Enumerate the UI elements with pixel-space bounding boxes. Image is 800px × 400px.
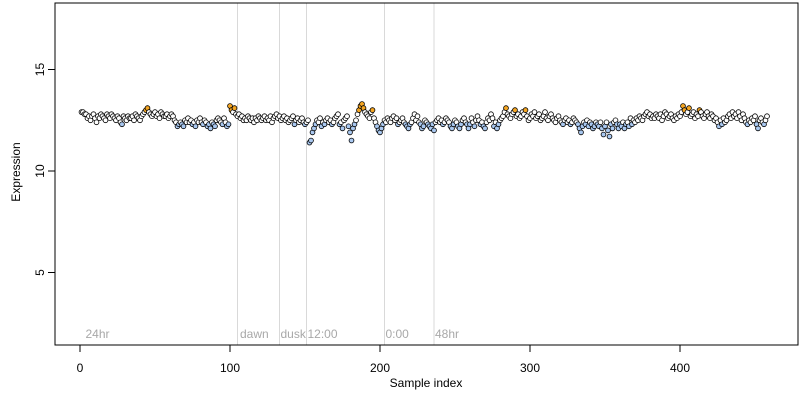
x-axis-title: Sample index (390, 376, 463, 390)
annotation-label: 0:00 (386, 327, 410, 341)
data-point (335, 111, 341, 117)
x-axis: 0 100 200 300 400 (77, 344, 690, 375)
data-point (605, 127, 611, 134)
data-point (347, 129, 353, 136)
x-tick-label: 0 (77, 361, 84, 375)
data-point (180, 123, 187, 130)
plot-frame (54, 2, 799, 346)
data-point (305, 117, 311, 124)
data-points (78, 101, 770, 146)
data-point (536, 111, 542, 117)
data-point (764, 113, 770, 119)
data-point (542, 109, 548, 115)
data-point (345, 123, 352, 130)
data-point (752, 113, 758, 119)
data-point (348, 137, 355, 144)
data-point (686, 105, 692, 111)
data-point (522, 107, 529, 113)
data-point (431, 127, 437, 134)
data-point (344, 113, 350, 119)
data-point (93, 119, 100, 126)
data-point (369, 107, 376, 113)
data-point (192, 123, 199, 130)
data-point (308, 137, 314, 144)
data-point (531, 109, 538, 115)
vertical-marker-lines (237, 3, 435, 345)
data-point (231, 105, 238, 111)
data-point (482, 125, 488, 132)
annotation-label: dusk (281, 327, 307, 341)
data-point (755, 125, 761, 132)
data-point (471, 123, 478, 130)
data-point (578, 129, 584, 136)
annotation-label: 12:00 (308, 327, 338, 341)
data-point (207, 125, 214, 132)
data-point (512, 107, 518, 113)
data-point (366, 115, 373, 121)
data-point (102, 117, 109, 124)
data-point (597, 119, 604, 126)
y-axis-title: Expression (9, 142, 23, 201)
y-axis: 5 10 15 (33, 63, 56, 276)
data-point (489, 115, 496, 121)
x-tick-label: 300 (520, 361, 540, 375)
annotation-label: 24hr (86, 327, 110, 341)
x-tick-label: 200 (370, 361, 390, 375)
data-point (603, 119, 610, 126)
data-point (353, 117, 359, 124)
data-point (212, 123, 218, 130)
data-point (609, 125, 616, 132)
annotation-label: 48hr (435, 327, 459, 341)
data-point (317, 115, 323, 121)
data-point (156, 115, 163, 121)
data-point (420, 123, 427, 130)
x-tick-label: 100 (220, 361, 240, 375)
data-point (225, 121, 232, 128)
data-point (339, 125, 346, 132)
y-tick-label: 5 (33, 269, 47, 276)
data-point (131, 117, 137, 124)
data-point (290, 113, 296, 119)
x-tick-label: 400 (670, 361, 690, 375)
data-point (119, 121, 125, 128)
data-point (600, 131, 607, 138)
time-annotations: 24hr dawn dusk 12:00 0:00 48hr (86, 327, 460, 341)
annotation-label: dawn (240, 327, 269, 341)
data-point (393, 115, 400, 121)
data-point (414, 113, 421, 119)
data-point (606, 133, 613, 140)
y-tick-label: 10 (33, 164, 47, 178)
y-tick-label: 15 (33, 63, 47, 77)
data-point (503, 105, 509, 111)
